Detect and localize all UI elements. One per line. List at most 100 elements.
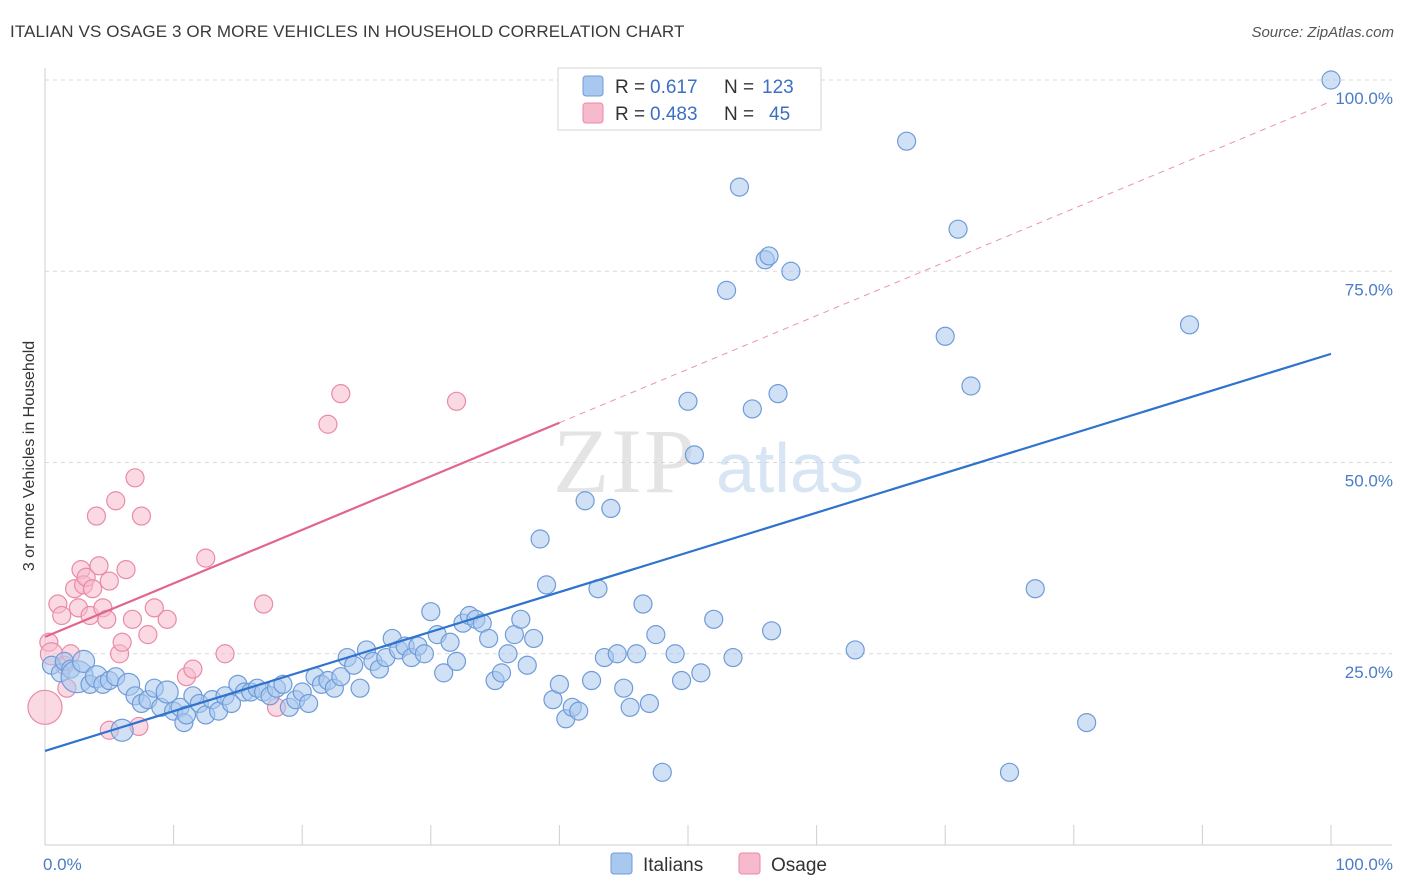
italians-point-49 <box>350 678 370 698</box>
italians-point-63 <box>440 632 460 652</box>
italians-point-115 <box>948 219 968 239</box>
y-tick-label-100: 100.0% <box>1335 89 1393 108</box>
osage-point-19 <box>99 571 119 591</box>
italians-trend-line <box>44 352 1332 752</box>
osage-point-25 <box>122 609 143 629</box>
italians-point-102 <box>704 609 724 629</box>
bottom-legend-swatch-italians <box>610 852 633 875</box>
osage-trend-line <box>44 421 560 638</box>
legend-swatch-osage <box>582 102 604 124</box>
legend-n-value-italians: 123 <box>762 77 794 98</box>
italians-point-84 <box>575 491 595 511</box>
legend-box: R = 0.617 N = 123 R = 0.483 N = 45 <box>557 67 822 131</box>
x-tick-label-max: 100.0% <box>1335 855 1393 874</box>
bottom-legend-swatch-osage <box>738 852 761 875</box>
osage-point-36 <box>254 594 274 614</box>
italians-point-98 <box>671 670 692 691</box>
italians-point-91 <box>620 697 640 717</box>
source-credit: Source: ZipAtlas.com <box>1251 24 1394 41</box>
italians-point-92 <box>626 644 647 664</box>
grid-lines <box>45 79 1392 655</box>
italians-point-93 <box>633 594 653 614</box>
italians-point-62 <box>434 663 454 683</box>
trend-lines <box>44 100 1332 752</box>
italians-point-119 <box>1077 712 1097 733</box>
osage-point-16 <box>89 556 109 576</box>
italians-point-111 <box>781 261 801 281</box>
osage-point-24 <box>116 559 136 580</box>
italians-point-88 <box>601 498 621 518</box>
osage-trend-extension <box>559 100 1332 424</box>
italians-point-97 <box>665 644 685 664</box>
italians-point-41 <box>299 693 319 714</box>
italians-point-114 <box>935 326 955 346</box>
italians-point-100 <box>684 445 705 465</box>
italians-point-101 <box>691 663 711 683</box>
legend-swatch-italians <box>582 75 604 97</box>
watermark: ZIP atlas <box>553 410 864 512</box>
legend-r-value-osage: 0.483 <box>650 104 698 125</box>
italians-point-74 <box>511 609 531 629</box>
italians-point-77 <box>530 529 550 549</box>
italians-point-18 <box>155 680 179 704</box>
bottom-legend: Italians Osage <box>610 852 827 876</box>
italians-point-118 <box>1025 579 1045 599</box>
italians-point-46 <box>331 667 351 687</box>
osage-point-0 <box>27 689 63 725</box>
italians-point-108 <box>759 246 779 266</box>
osage-point-15 <box>86 506 107 526</box>
italians-point-104 <box>723 647 743 668</box>
osage-point-21 <box>106 491 126 511</box>
italians-point-78 <box>536 575 557 595</box>
legend-r-label-italians: R = <box>615 77 645 98</box>
italians-point-95 <box>646 625 666 645</box>
italians-point-75 <box>517 655 537 675</box>
legend-n-value-osage: 45 <box>769 104 790 125</box>
italians-point-22 <box>176 705 197 725</box>
legend-n-label-italians: N = <box>724 77 754 98</box>
y-tick-labels: 25.0% 50.0% 75.0% 100.0% <box>1335 89 1393 682</box>
watermark-atlas: atlas <box>716 429 864 507</box>
italians-point-48 <box>344 655 364 675</box>
osage-point-23 <box>112 632 132 652</box>
legend-r-value-italians: 0.617 <box>650 77 698 98</box>
italians-point-110 <box>768 384 788 404</box>
italians-point-69 <box>479 628 499 649</box>
bottom-legend-label-osage: Osage <box>771 855 827 876</box>
italians-point-71 <box>491 663 512 683</box>
italians-point-72 <box>498 644 518 664</box>
osage-point-28 <box>131 506 152 526</box>
italians-point-80 <box>549 674 570 694</box>
italians-point-96 <box>652 762 672 782</box>
italians-point-99 <box>678 391 698 411</box>
italians-point-59 <box>414 644 434 664</box>
italians-point-117 <box>999 762 1020 782</box>
x-tick-label-min: 0.0% <box>43 855 82 874</box>
italians-point-60 <box>421 602 441 622</box>
italians-point-120 <box>1179 315 1200 335</box>
italians-point-89 <box>607 644 627 664</box>
italians-point-113 <box>897 131 917 151</box>
osage-point-30 <box>144 598 164 618</box>
osage-point-4 <box>52 605 72 626</box>
italians-point-94 <box>639 693 660 714</box>
italians-point-121 <box>1321 70 1341 90</box>
y-tick-label-75: 75.0% <box>1345 280 1393 299</box>
italians-point-116 <box>961 376 981 396</box>
chart-title: ITALIAN VS OSAGE 3 OR MORE VEHICLES IN H… <box>10 22 685 41</box>
osage-point-29 <box>138 625 158 645</box>
italians-point-64 <box>446 651 467 672</box>
osage-point-40 <box>446 391 467 411</box>
osage-point-38 <box>318 414 338 434</box>
italians-point-85 <box>581 670 602 691</box>
italians-point-105 <box>729 177 750 197</box>
legend-r-label-osage: R = <box>615 104 645 125</box>
osage-point-26 <box>125 468 145 488</box>
italians-point-5 <box>71 649 96 674</box>
x-ticks <box>44 825 1332 845</box>
y-axis-label: 3 or more Vehicles in Household <box>21 341 38 571</box>
italians-point-90 <box>614 678 634 698</box>
watermark-zip: ZIP <box>553 410 697 512</box>
italians-point-109 <box>761 621 782 641</box>
